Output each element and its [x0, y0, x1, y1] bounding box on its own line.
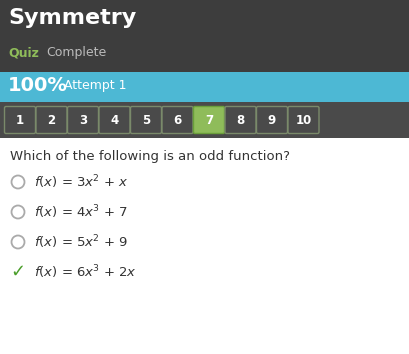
Text: $\it{f(x)}$ = 3$\it{x}$$^2$ + $\it{x}$: $\it{f(x)}$ = 3$\it{x}$$^2$ + $\it{x}$: [34, 173, 128, 191]
FancyBboxPatch shape: [4, 107, 36, 133]
FancyBboxPatch shape: [0, 102, 409, 138]
Text: 7: 7: [204, 114, 213, 127]
Text: 10: 10: [294, 114, 311, 127]
Text: $\it{f(x)}$ = 6$\it{x}$$^3$ + 2$\it{x}$: $\it{f(x)}$ = 6$\it{x}$$^3$ + 2$\it{x}$: [34, 263, 137, 281]
Text: Complete: Complete: [46, 46, 106, 59]
Text: 3: 3: [79, 114, 87, 127]
Text: 1: 1: [16, 114, 24, 127]
Text: 9: 9: [267, 114, 275, 127]
FancyBboxPatch shape: [225, 107, 255, 133]
Text: Attempt 1: Attempt 1: [64, 79, 126, 92]
Text: 6: 6: [173, 114, 181, 127]
Text: ✓: ✓: [10, 263, 25, 281]
FancyBboxPatch shape: [0, 138, 409, 354]
FancyBboxPatch shape: [36, 107, 67, 133]
Text: $\it{f(x)}$ = 4$\it{x}$$^3$ + 7: $\it{f(x)}$ = 4$\it{x}$$^3$ + 7: [34, 203, 128, 221]
FancyBboxPatch shape: [256, 107, 287, 133]
Text: Which of the following is an odd function?: Which of the following is an odd functio…: [10, 150, 289, 163]
FancyBboxPatch shape: [193, 107, 224, 133]
Text: 2: 2: [47, 114, 56, 127]
Text: 100%: 100%: [8, 76, 68, 95]
FancyBboxPatch shape: [0, 0, 409, 72]
Text: Quiz: Quiz: [8, 46, 39, 59]
Text: Symmetry: Symmetry: [8, 8, 136, 28]
FancyBboxPatch shape: [162, 107, 193, 133]
Text: 8: 8: [236, 114, 244, 127]
Text: 4: 4: [110, 114, 118, 127]
Text: 5: 5: [142, 114, 150, 127]
FancyBboxPatch shape: [287, 107, 318, 133]
FancyBboxPatch shape: [99, 107, 130, 133]
Text: $\it{f(x)}$ = 5$\it{x}$$^2$ + 9: $\it{f(x)}$ = 5$\it{x}$$^2$ + 9: [34, 233, 128, 251]
FancyBboxPatch shape: [0, 72, 409, 102]
FancyBboxPatch shape: [130, 107, 161, 133]
FancyBboxPatch shape: [67, 107, 98, 133]
